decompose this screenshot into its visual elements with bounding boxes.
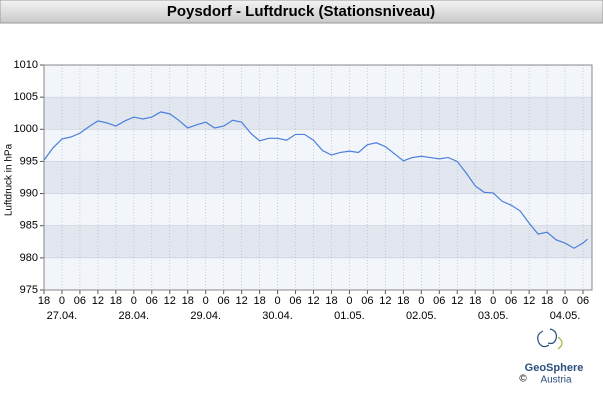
logo-icon [557,336,563,350]
plot-area: 975 980 985 990 995 1000 1005 1010 18 0 06 12 18 0 06 1… [14,59,593,322]
x-tick-label: 06 [218,295,230,307]
x-tick-label: 12 [523,295,535,307]
x-date-label: 29.04. [190,310,221,322]
x-tick-label: 18 [182,295,194,307]
y-axis-label: Luftdruck in hPa [4,143,15,216]
x-tick-label: 12 [307,295,319,307]
x-tick-label: 18 [253,295,265,307]
x-date-label: 01.05. [334,310,365,322]
x-tick-label: 0 [418,295,424,307]
x-tick-label: 18 [110,295,122,307]
x-tick-label: 0 [203,295,209,307]
x-tick-label: 0 [346,295,352,307]
logo-name: GeoSphere [525,362,584,374]
x-tick-label: 12 [164,295,176,307]
x-tick-label: 06 [361,295,373,307]
x-tick-label: 0 [131,295,137,307]
grid-band [44,97,592,130]
x-tick-label: 18 [397,295,409,307]
x-tick-label: 06 [505,295,517,307]
plot-border [43,64,593,291]
x-tick-label: 0 [562,295,568,307]
copyright: © [519,374,527,385]
y-tick-label: 1010 [14,59,38,71]
x-tick-label: 18 [469,295,481,307]
x-tick-label: 06 [74,295,86,307]
data-line [43,111,588,249]
y-tick-label: 975 [20,284,38,296]
x-tick-label: 18 [541,295,553,307]
x-date-label: 27.04. [47,310,78,322]
x-date-label: 30.04. [262,310,293,322]
y-tick-label: 985 [20,220,38,232]
logo-icon [547,328,557,345]
grid-band [44,225,592,258]
title-bar [0,0,603,24]
x-tick-label: 12 [236,295,248,307]
x-tick-label: 18 [38,295,50,307]
x-tick-label: 06 [433,295,445,307]
x-tick-label: 06 [577,295,589,307]
x-tick-label: 12 [451,295,463,307]
logo-icon [537,330,550,348]
grid-band [44,161,592,194]
logo-sub: Austria [540,375,572,386]
y-tick-label: 980 [20,252,38,264]
x-tick-label: 06 [289,295,301,307]
x-date-label: 03.05. [478,310,509,322]
x-date-label: 02.05. [406,310,437,322]
x-tick-label: 12 [92,295,104,307]
x-tick-label: 12 [379,295,391,307]
y-tick-label: 1005 [14,91,38,103]
x-tick-label: 18 [325,295,337,307]
x-date-label: 04.05. [550,310,581,322]
x-tick-label: 0 [490,295,496,307]
y-tick-label: 990 [20,187,38,199]
y-tick-label: 995 [20,155,38,167]
x-tick-label: 06 [146,295,158,307]
y-tick-label: 1000 [14,123,38,135]
logo [537,328,563,350]
x-date-label: 28.04. [119,310,150,322]
chart-title: Poysdorf - Luftdruck (Stationsniveau) [167,3,435,20]
x-tick-label: 0 [275,295,281,307]
x-tick-label: 0 [59,295,65,307]
